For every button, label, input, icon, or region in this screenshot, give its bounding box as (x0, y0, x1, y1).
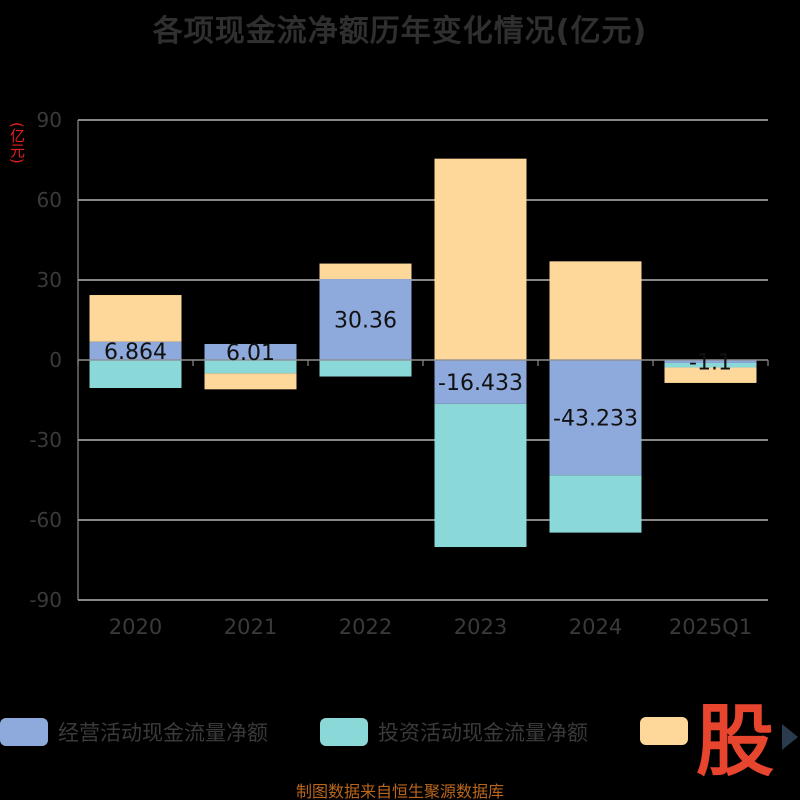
bar-segment (89, 360, 182, 388)
y-tick-label: 30 (37, 268, 62, 292)
legend-swatch-financing (640, 717, 688, 745)
data-label: 30.36 (334, 309, 397, 334)
bar-segment (204, 373, 297, 390)
x-category-label: 2025Q1 (669, 615, 752, 639)
legend-label-investing: 投资活动现金流量净额 (378, 721, 588, 745)
bar-segment (89, 341, 182, 360)
legend-swatch-operating (0, 718, 48, 746)
legend-item-operating[interactable]: 经营活动现金流量净额 (0, 717, 268, 747)
legend-item-investing[interactable]: 投资活动现金流量净额 (320, 717, 588, 747)
bar-segment (204, 343, 297, 360)
bar-segment (664, 362, 757, 368)
bar-segment (319, 263, 412, 280)
bar-segment (434, 158, 527, 360)
x-category-label: 2024 (569, 615, 622, 639)
y-tick-label: -30 (29, 428, 62, 452)
data-source-footer: 制图数据来自恒生聚源数据库 (295, 782, 504, 800)
data-label: 6.864 (104, 340, 167, 365)
legend-next-arrow-icon[interactable] (782, 724, 798, 750)
y-tick-label: 90 (37, 108, 62, 132)
x-category-label: 2023 (454, 615, 507, 639)
data-label: -16.433 (438, 371, 523, 396)
bar-segment (549, 261, 642, 360)
chart-title: 各项现金流净额历年变化情况(亿元) (152, 14, 648, 49)
bar-segment (434, 360, 527, 404)
y-tick-label: 0 (49, 348, 62, 372)
y-tick-label: -90 (29, 588, 62, 612)
legend-label-operating: 经营活动现金流量净额 (58, 721, 268, 745)
x-category-label: 2020 (109, 615, 162, 639)
bar-segment (434, 403, 527, 548)
bar-segment (549, 360, 642, 476)
bar-segment (319, 360, 412, 377)
data-label: 6.01 (226, 341, 275, 366)
legend-item-financing[interactable] (640, 717, 698, 745)
y-tick-label: 60 (37, 188, 62, 212)
stock-logo-icon: 股 (696, 697, 775, 787)
x-category-label: 2022 (339, 615, 392, 639)
y-axis-unit-label: (亿元) (8, 122, 26, 164)
bar-segment (549, 475, 642, 533)
bar-segment (319, 279, 412, 360)
bar-segment (664, 360, 757, 363)
bar-segment (89, 295, 182, 342)
data-label: -1.1 (689, 350, 732, 375)
x-category-label: 2021 (224, 615, 277, 639)
bar-segment (664, 367, 757, 383)
y-tick-label: -60 (29, 508, 62, 532)
legend-swatch-investing (320, 718, 368, 746)
data-label: -43.233 (553, 407, 638, 432)
bar-segment (204, 360, 297, 374)
